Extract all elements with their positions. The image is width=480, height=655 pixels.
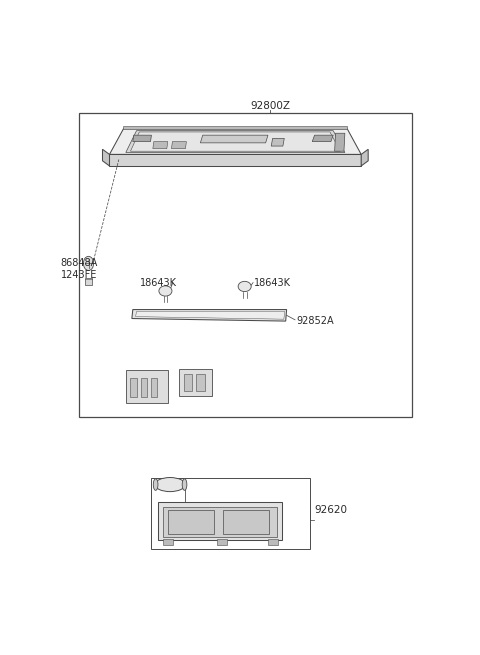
Text: 1243FE: 1243FE [60, 270, 97, 280]
Circle shape [84, 256, 94, 271]
Polygon shape [109, 129, 361, 155]
Polygon shape [361, 149, 368, 166]
Polygon shape [103, 149, 109, 166]
Bar [131, 377, 137, 397]
Bar [223, 510, 269, 534]
Polygon shape [131, 132, 340, 151]
Ellipse shape [159, 286, 172, 296]
Bar [85, 278, 92, 284]
Ellipse shape [238, 282, 251, 291]
Bar [79, 113, 412, 417]
Ellipse shape [182, 479, 187, 491]
Ellipse shape [155, 477, 185, 492]
Polygon shape [171, 141, 186, 149]
Bar [196, 374, 204, 391]
Bar [168, 510, 215, 534]
Bar [268, 539, 278, 546]
Text: 92620: 92620 [314, 505, 348, 515]
Polygon shape [135, 312, 285, 319]
Polygon shape [163, 507, 277, 536]
Bar [163, 539, 173, 546]
Polygon shape [200, 135, 268, 143]
Polygon shape [132, 310, 287, 321]
Bar [126, 370, 168, 403]
Text: 92800Z: 92800Z [250, 102, 290, 111]
Text: 86848A: 86848A [60, 258, 98, 269]
Polygon shape [335, 133, 345, 151]
Bar [141, 377, 147, 397]
Text: 18643K: 18643K [140, 278, 177, 288]
Text: 92852A: 92852A [296, 316, 334, 326]
Bar [216, 539, 227, 546]
Polygon shape [126, 131, 345, 153]
Ellipse shape [153, 479, 158, 491]
Bar [184, 374, 192, 391]
Bar [180, 369, 212, 396]
Text: 18643K: 18643K [254, 278, 291, 288]
Polygon shape [153, 141, 168, 149]
Bar [151, 377, 157, 397]
Polygon shape [312, 135, 333, 141]
Polygon shape [271, 138, 284, 146]
Polygon shape [123, 126, 347, 129]
Polygon shape [158, 502, 282, 540]
Polygon shape [109, 155, 361, 166]
Bar [151, 478, 310, 549]
Polygon shape [133, 135, 151, 141]
